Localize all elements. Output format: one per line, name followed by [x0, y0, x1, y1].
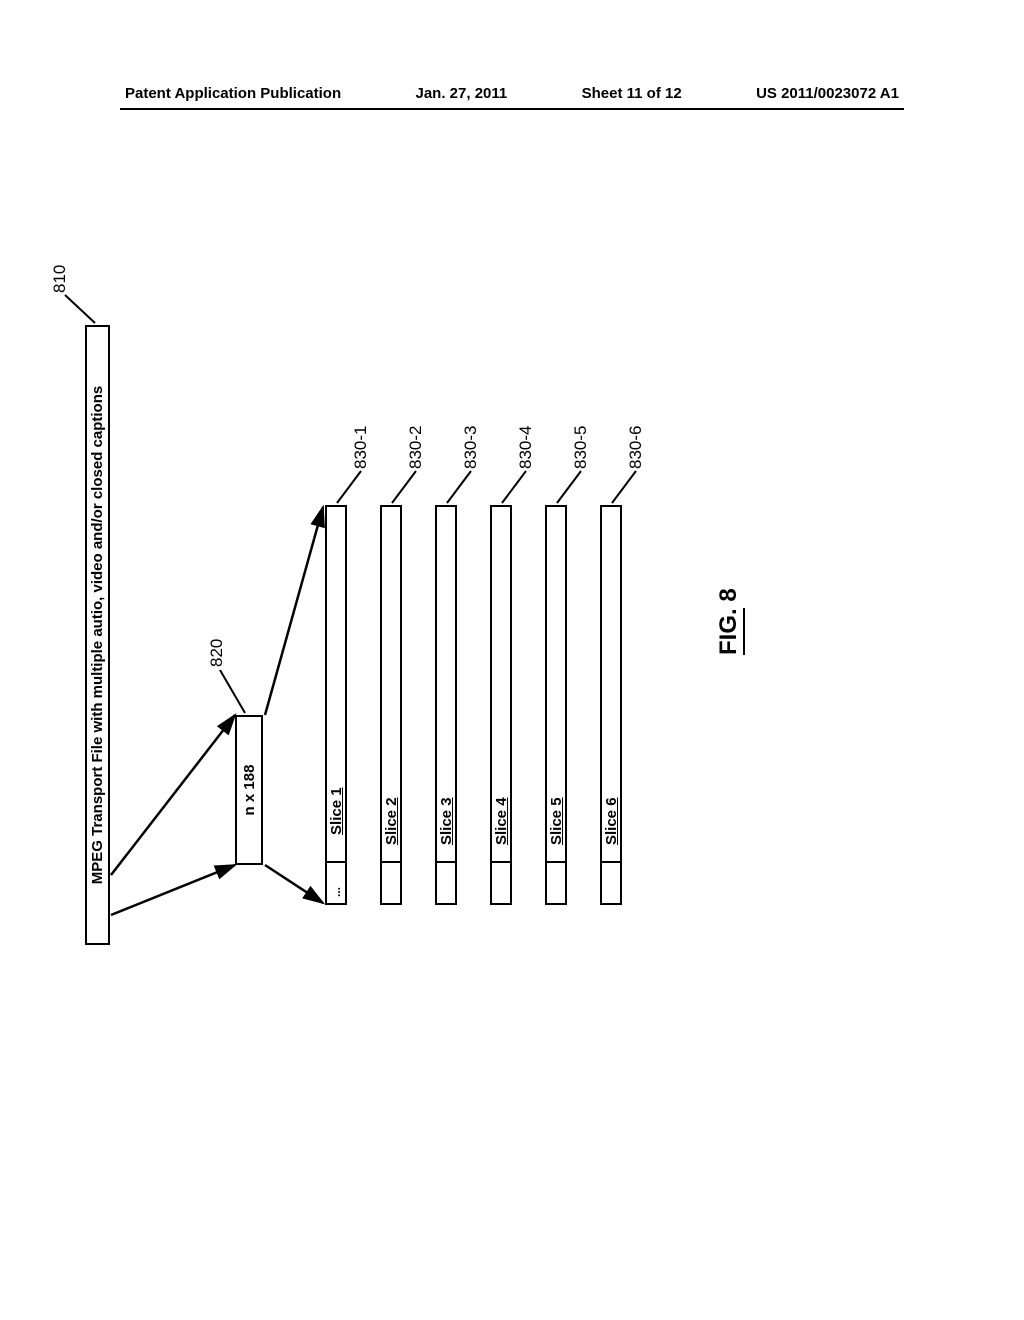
header-sheet: Sheet 11 of 12 [582, 85, 682, 102]
figure-caption: FIG. 8 [715, 588, 743, 655]
header-left: Patent Application Publication [125, 85, 341, 102]
figure-caption-prefix: FIG. [715, 608, 745, 655]
slice-ref-label: 830-6 [626, 426, 646, 469]
figure-caption-num: 8 [715, 588, 742, 601]
header-center: Jan. 27, 2011 [416, 85, 508, 102]
header-right: US 2011/0023072 A1 [756, 85, 899, 102]
slice-leader [55, 105, 955, 1005]
diagram-area: MPEG Transport File with multiple autio,… [55, 255, 955, 1005]
